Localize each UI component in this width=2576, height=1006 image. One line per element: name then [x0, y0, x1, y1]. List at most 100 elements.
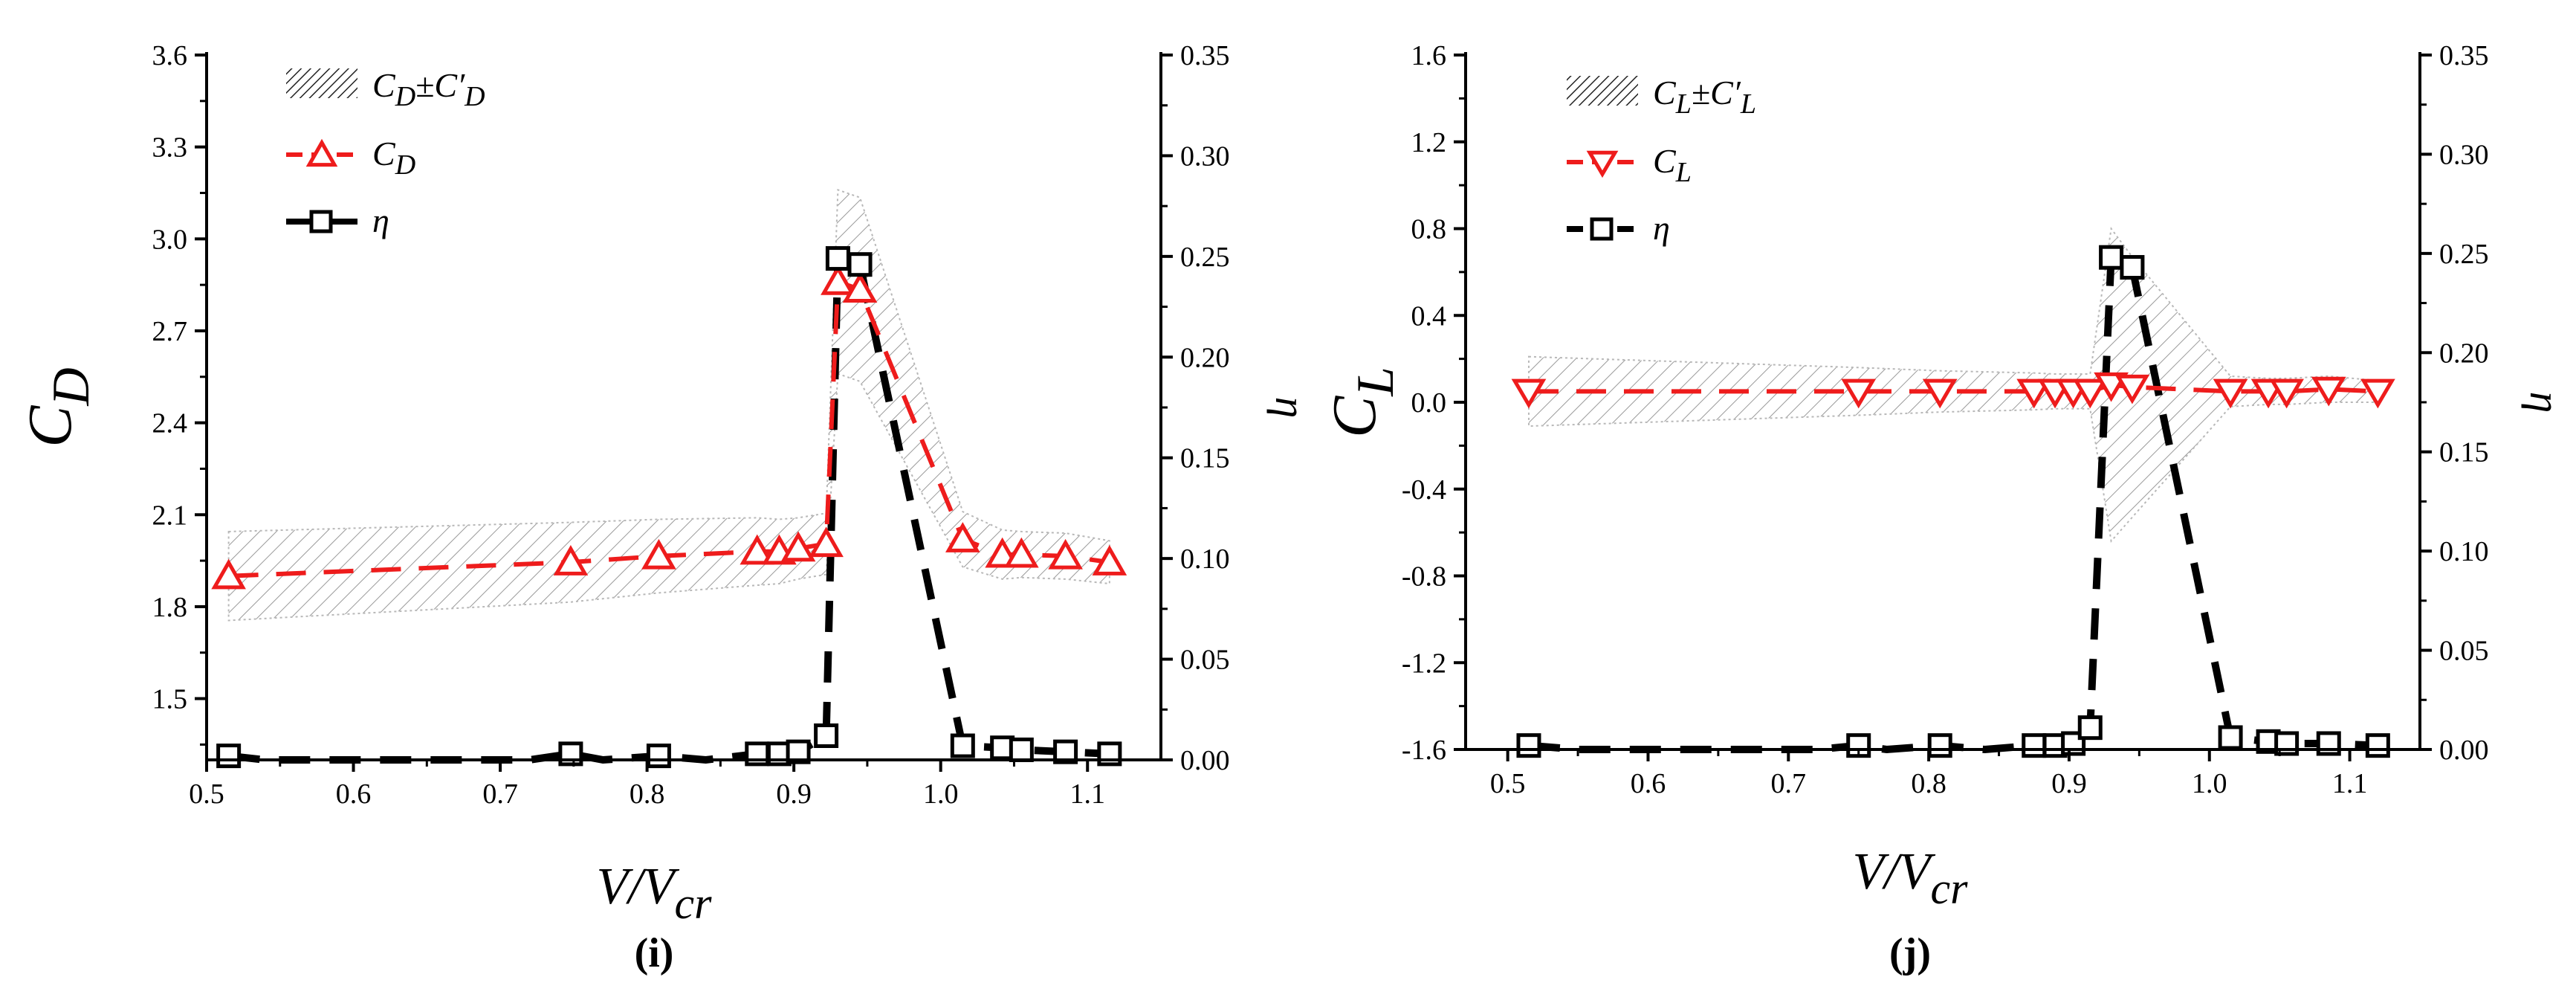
y-axis-title-main: C: [1320, 396, 1389, 438]
y2-axis-title: η: [2521, 392, 2569, 413]
mean-point: [1048, 538, 1083, 570]
mean-point: [1922, 378, 1958, 409]
legend-eta-label: η: [1653, 209, 1670, 247]
legend-band-sub2: L: [1740, 88, 1756, 120]
y2-tick-label: 0.35: [1180, 40, 1230, 71]
x-tick-label: 1.1: [2332, 768, 2368, 799]
legend-band-swatch: [286, 68, 357, 98]
y-tick-label: -1.2: [1402, 648, 1446, 679]
legend-band-pm: ±C′: [415, 66, 465, 104]
y-tick-label: 3.6: [152, 40, 188, 71]
x-axis-title-main: V/V: [1853, 843, 1936, 900]
legend-band-sub: D: [395, 81, 415, 112]
eta-point: [2099, 245, 2124, 270]
y2-tick-label: 0.30: [1180, 141, 1230, 172]
y-tick-label: 1.5: [152, 684, 188, 715]
y2-tick-label: 0.05: [1180, 645, 1230, 676]
x-tick-label: 1.0: [923, 778, 959, 810]
x-tick-label: 1.0: [2192, 768, 2227, 799]
y-axis-title-sub: D: [42, 367, 100, 406]
panel-label: (j): [1889, 930, 1931, 976]
mean-point: [2360, 378, 2395, 409]
eta-point: [2022, 733, 2047, 758]
y-tick-label: 3.0: [152, 224, 188, 255]
panel-label: (i): [635, 930, 674, 976]
mean-point: [1841, 378, 1877, 409]
y2-tick-label: 0.05: [2439, 636, 2489, 667]
y-tick-label: 1.8: [152, 592, 188, 623]
legend-mean-label: CL: [1653, 142, 1692, 188]
y-tick-label: -1.6: [1402, 735, 1446, 766]
y2-tick-label: 0.10: [2439, 536, 2489, 567]
y-tick-label: 1.6: [1411, 40, 1447, 71]
y-tick-label: 2.7: [152, 316, 188, 347]
mean-point: [2213, 378, 2248, 409]
y2-tick-label: 0.20: [2439, 338, 2489, 369]
legend-band-sub2: D: [464, 81, 485, 112]
mean-point: [553, 545, 589, 575]
mean-point: [740, 534, 775, 565]
y-axis-title-sub: L: [1347, 367, 1405, 397]
y2-tick-label: 0.00: [2439, 735, 2489, 766]
legend-band-swatch: [1567, 76, 1638, 106]
fluctuation-band: [227, 188, 1110, 622]
legend-mean-c: C: [372, 135, 396, 172]
y-axis-title-main: C: [16, 405, 85, 448]
y-axis-title: CD: [16, 367, 100, 447]
mean-point: [780, 531, 816, 562]
y-tick-label: -0.8: [1402, 561, 1446, 593]
x-axis-title-main: V/V: [597, 858, 680, 915]
eta-point: [2120, 255, 2145, 280]
eta-point: [646, 744, 671, 769]
y-axis-title-group: CL: [1320, 367, 1405, 438]
x-tick-label: 0.5: [1490, 768, 1526, 799]
y-tick-label: 0.8: [1411, 214, 1447, 245]
legend-band-c: C: [372, 66, 396, 104]
eta-point: [216, 744, 242, 769]
x-tick-label: 0.9: [2051, 768, 2087, 799]
y2-tick-label: 0.35: [2439, 40, 2489, 71]
eta-point: [950, 733, 975, 758]
legend-band-label: CD±C′D: [372, 66, 485, 112]
mean-point: [211, 558, 246, 590]
legend-band-pm: ±C′: [1692, 74, 1741, 112]
y-tick-label: 0.4: [1411, 300, 1447, 332]
legend-mean-marker: [1586, 150, 1619, 178]
eta-point: [1516, 733, 1541, 758]
legend-mean-sub: D: [395, 149, 415, 181]
mean-point: [2114, 374, 2150, 404]
x-axis-title-sub: cr: [1930, 864, 1968, 913]
x-tick-label: 0.6: [1631, 768, 1666, 799]
mean-point: [1092, 545, 1127, 575]
y2-tick-label: 0.20: [1180, 342, 1230, 373]
mean-point: [2269, 378, 2304, 409]
mean-point: [1004, 537, 1039, 568]
x-tick-label: 1.1: [1069, 778, 1105, 810]
legend-mean-label: CD: [372, 135, 415, 181]
y-tick-label: 3.3: [152, 132, 188, 164]
legend-mean-marker: [305, 138, 338, 167]
y2-tick-label: 0.30: [2439, 139, 2489, 170]
eta-point: [814, 723, 839, 748]
y2-tick-label: 0.15: [1180, 443, 1230, 474]
legend-eta-label: η: [372, 201, 389, 239]
legend-eta-marker: [1590, 217, 1614, 241]
mean-point: [809, 526, 844, 558]
legend-band-sub: L: [1675, 88, 1692, 120]
eta-line: [1528, 251, 2378, 754]
y2-tick-label: 0.25: [1180, 242, 1230, 273]
x-axis-title: V/Vcr: [1853, 843, 1969, 913]
eta-point: [847, 252, 873, 277]
x-tick-label: 0.7: [1771, 768, 1807, 799]
y2-tick-label: 0.25: [2439, 239, 2489, 270]
mean-point: [945, 522, 980, 552]
y-tick-label: -0.4: [1402, 474, 1446, 506]
y-tick-label: 1.2: [1411, 127, 1447, 158]
x-tick-label: 0.5: [189, 778, 224, 810]
y-tick-label: 2.1: [152, 500, 188, 531]
x-tick-label: 0.6: [336, 778, 372, 810]
mean-point: [842, 272, 878, 303]
x-tick-label: 0.8: [1911, 768, 1946, 799]
eta-point: [825, 246, 850, 271]
